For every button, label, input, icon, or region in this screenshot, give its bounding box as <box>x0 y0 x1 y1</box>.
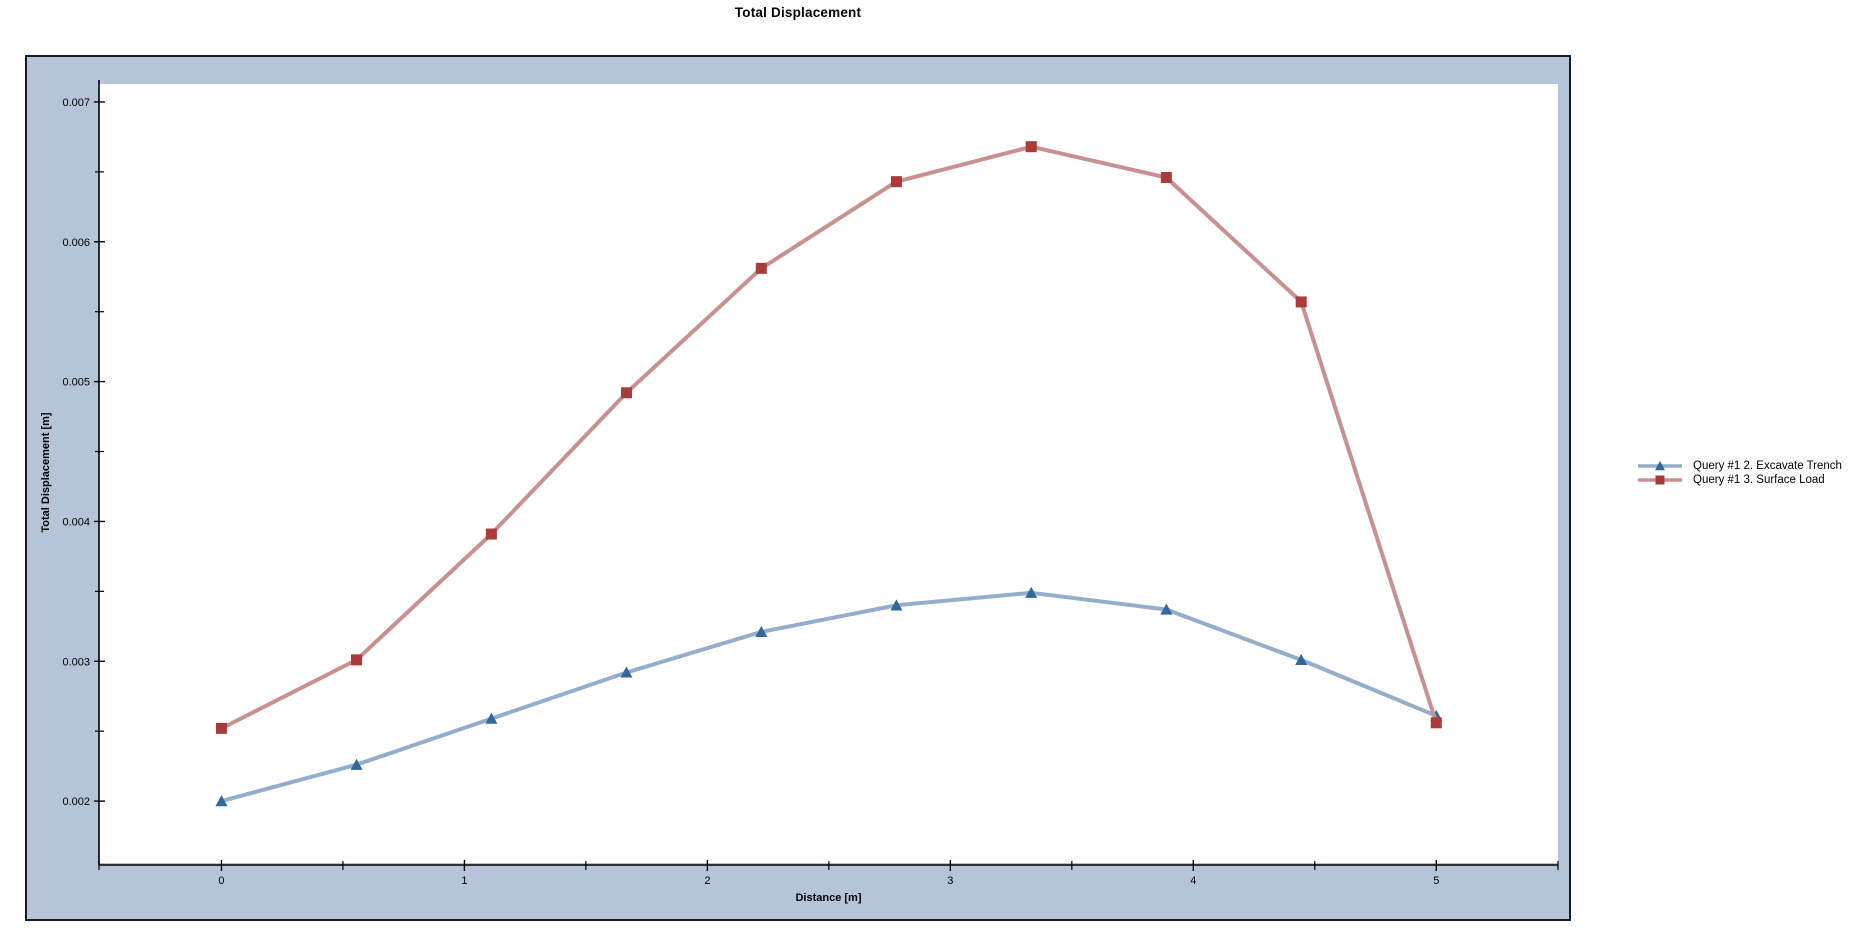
triangle-marker-icon <box>1638 461 1682 471</box>
svg-text:0: 0 <box>218 875 224 887</box>
svg-text:4: 4 <box>1190 875 1196 887</box>
plot-area[interactable] <box>99 84 1558 863</box>
square-marker-icon <box>1638 475 1682 485</box>
chart-canvas[interactable]: 0 1 2 3 4 5 0.002 0.003 0.004 0.005 0.006 0.007 Dist… <box>27 57 1569 919</box>
legend-label: Query #1 2. Excavate Trench <box>1693 460 1842 472</box>
x-axis-label: Distance [m] <box>795 892 861 904</box>
y-axis-label: Total Displacement [m] <box>40 412 52 533</box>
legend: Query #1 2. Excavate Trench Query #1 3. … <box>1638 459 1842 487</box>
legend-item-excavate-trench: Query #1 2. Excavate Trench <box>1638 459 1842 473</box>
svg-text:5: 5 <box>1433 875 1439 887</box>
svg-text:0.004: 0.004 <box>62 516 90 528</box>
series-1 <box>215 141 1442 734</box>
svg-text:0.005: 0.005 <box>62 377 90 389</box>
chart-title: Total Displacement <box>734 5 862 20</box>
legend-item-surface-load: Query #1 3. Surface Load <box>1638 473 1842 487</box>
svg-text:2: 2 <box>704 875 710 887</box>
svg-text:1: 1 <box>461 875 467 887</box>
svg-text:0.002: 0.002 <box>62 796 90 808</box>
svg-text:0.006: 0.006 <box>62 237 90 249</box>
legend-label: Query #1 3. Surface Load <box>1693 474 1825 486</box>
svg-text:3: 3 <box>947 875 953 887</box>
svg-text:0.007: 0.007 <box>62 97 90 109</box>
chart-panel: 0 1 2 3 4 5 0.002 0.003 0.004 0.005 0.006 0.007 Dist… <box>25 55 1571 921</box>
svg-text:0.003: 0.003 <box>62 656 90 668</box>
